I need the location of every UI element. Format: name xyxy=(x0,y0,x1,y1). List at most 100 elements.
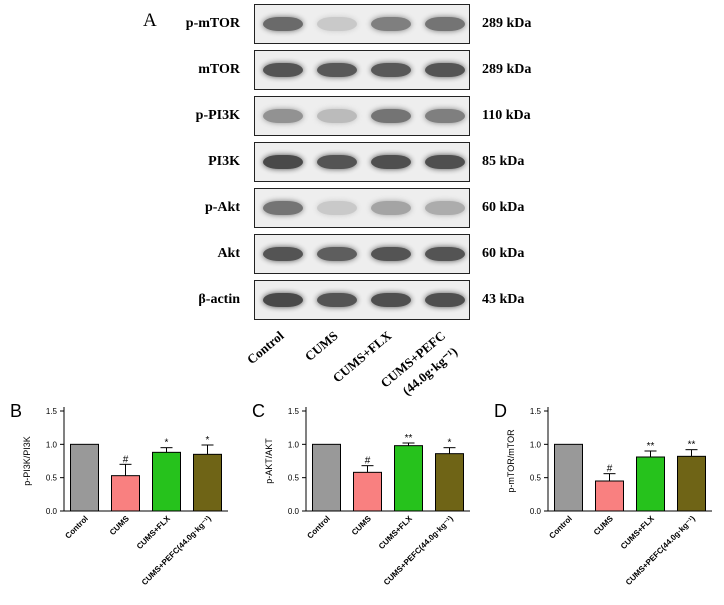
blot-row-kda: 85 kDa xyxy=(482,154,525,169)
bar xyxy=(312,443,341,512)
panel-letter: C xyxy=(252,401,265,421)
bar xyxy=(595,480,624,512)
bar xyxy=(152,451,181,512)
blot-band xyxy=(371,247,411,261)
blot-band xyxy=(425,293,465,307)
significance-mark: * xyxy=(165,438,169,449)
blot-band xyxy=(425,17,465,31)
panel-letter: B xyxy=(10,401,22,421)
y-tick-label: 1.0 xyxy=(530,440,542,449)
blot-lane-label: CUMS xyxy=(301,327,341,364)
bar xyxy=(435,453,464,512)
bar xyxy=(111,475,140,512)
blot-band xyxy=(425,109,465,123)
y-tick-label: 0.5 xyxy=(46,474,58,483)
blot-band xyxy=(371,155,411,169)
significance-mark: * xyxy=(448,438,452,449)
significance-mark: * xyxy=(206,435,210,446)
blot-band xyxy=(371,17,411,31)
blot-band xyxy=(425,155,465,169)
chart-c-svg: C 0.0 0.5 1.0 1.5 p-AKT/AKT Control # CUMS ** CUMS… xyxy=(252,401,470,587)
y-tick-label: 0.5 xyxy=(530,474,542,483)
blot-row-label: p-mTOR xyxy=(185,16,240,31)
blot-band xyxy=(371,201,411,215)
blot-image xyxy=(254,280,470,320)
blot-band xyxy=(263,155,303,169)
blot-band xyxy=(263,293,303,307)
x-tick-label: CUMS+FLX xyxy=(377,514,414,551)
blot-band xyxy=(317,17,357,31)
significance-mark: ** xyxy=(688,440,696,451)
bar xyxy=(353,471,382,512)
x-tick-label: CUMS+FLX xyxy=(135,514,172,551)
blot-band xyxy=(425,247,465,261)
blot-image xyxy=(254,4,470,44)
blot-image xyxy=(254,234,470,274)
x-tick-label: CUMS+PEFC(44.0g·kg⁻¹) xyxy=(382,514,455,587)
western-blot-panel: A p-mTOR 289 kDa mTOR 289 kDa p-PI3K 110 kDa P… xyxy=(143,4,532,398)
blot-image xyxy=(254,96,470,136)
panel-letter-a: A xyxy=(143,10,157,31)
bar xyxy=(554,443,583,512)
panel-letter: D xyxy=(494,401,507,421)
x-tick-label: Control xyxy=(547,514,573,540)
blot-band xyxy=(371,63,411,77)
blot-band xyxy=(425,201,465,215)
blot-row-label: β-actin xyxy=(198,292,240,307)
blot-lane-label: Control xyxy=(243,327,287,368)
bar xyxy=(677,455,706,512)
blot-row-kda: 60 kDa xyxy=(482,200,525,215)
blot-row-kda: 110 kDa xyxy=(482,108,531,123)
blot-band xyxy=(263,109,303,123)
x-tick-label: CUMS+PEFC(44.0g·kg⁻¹) xyxy=(624,514,697,587)
y-tick-label: 0.0 xyxy=(530,507,542,516)
y-tick-label: 1.5 xyxy=(288,407,300,416)
x-tick-label: CUMS xyxy=(592,514,615,537)
blot-row-label: mTOR xyxy=(198,62,240,77)
blot-row-label: p-Akt xyxy=(204,200,240,215)
blot-row-kda: 60 kDa xyxy=(482,246,525,261)
x-tick-label: Control xyxy=(305,514,331,540)
bar xyxy=(636,456,665,512)
bar xyxy=(193,453,222,512)
blot-row-label: PI3K xyxy=(208,154,240,169)
chart-c: C 0.0 0.5 1.0 1.5 p-AKT/AKT Control # CUMS ** CUMS… xyxy=(242,385,482,600)
x-tick-label: CUMS+FLX xyxy=(619,514,656,551)
blot-row-label: p-PI3K xyxy=(195,108,240,123)
blot-band xyxy=(317,293,357,307)
blot-band xyxy=(317,109,357,123)
blot-band xyxy=(263,247,303,261)
significance-mark: # xyxy=(607,464,613,475)
blot-band xyxy=(317,201,357,215)
blot-image xyxy=(254,142,470,182)
chart-b-svg: B 0.0 0.5 1.0 1.5 p-PI3K/PI3K Control # CUMS * CUM… xyxy=(10,401,228,587)
blot-band xyxy=(317,155,357,169)
significance-mark: ** xyxy=(405,433,413,444)
bar xyxy=(394,445,423,512)
chart-d: D 0.0 0.5 1.0 1.5 p-mTOR/mTOR Control # CUMS ** CU… xyxy=(484,385,724,600)
blot-band xyxy=(425,63,465,77)
y-tick-label: 1.5 xyxy=(530,407,542,416)
blot-image xyxy=(254,50,470,90)
y-tick-label: 0.0 xyxy=(46,507,58,516)
bar xyxy=(70,443,99,512)
significance-mark: # xyxy=(123,454,129,465)
blot-band xyxy=(317,247,357,261)
blot-image xyxy=(254,188,470,228)
significance-mark: # xyxy=(365,456,371,467)
blot-band xyxy=(263,63,303,77)
x-tick-label: Control xyxy=(63,514,89,540)
y-tick-label: 0.0 xyxy=(288,507,300,516)
blot-row-kda: 289 kDa xyxy=(482,16,532,31)
x-tick-label: CUMS xyxy=(108,514,131,537)
blot-row-kda: 289 kDa xyxy=(482,62,532,77)
blot-band xyxy=(263,201,303,215)
blot-band xyxy=(371,293,411,307)
blot-band xyxy=(317,63,357,77)
y-tick-label: 0.5 xyxy=(288,474,300,483)
y-axis-label: p-AKT/AKT xyxy=(264,438,274,484)
y-tick-label: 1.0 xyxy=(46,440,58,449)
x-tick-label: CUMS+PEFC(44.0g·kg⁻¹) xyxy=(140,514,213,587)
blot-band xyxy=(263,17,303,31)
blot-row-kda: 43 kDa xyxy=(482,292,525,307)
